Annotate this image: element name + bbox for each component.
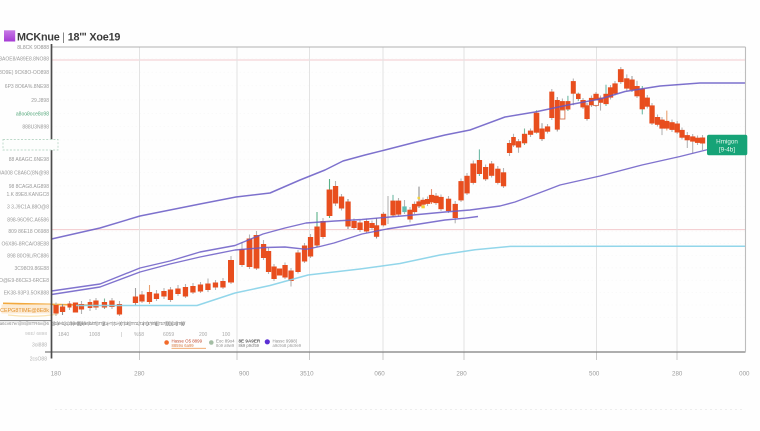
- svg-text:[9-4b]: [9-4b]: [719, 147, 735, 154]
- svg-text:3510: 3510: [300, 371, 314, 378]
- svg-text:2csO88: 2csO88: [30, 356, 47, 362]
- svg-text:98E/ 6898: 98E/ 6898: [25, 331, 47, 337]
- svg-text:500: 500: [589, 371, 600, 378]
- svg-text:O6X86-8RCA/O8E88: O6X86-8RCA/O8E88: [1, 241, 49, 247]
- svg-text:Eoc 89o4: Eoc 89o4: [216, 339, 235, 344]
- svg-text:8L8CK 9O888: 8L8CK 9O888: [17, 45, 49, 51]
- svg-text:Hassc 9998|: Hassc 9998|: [273, 339, 297, 344]
- svg-text:(|{l1fi)rl+tl1}}1[1f}lri[rlrr{: (|{l1fi)rl+tl1}}1[1f}lri[rlrr{l[lf|j}|fi…: [52, 321, 186, 326]
- svg-text:8859o 6a99: 8859o 6a99: [172, 343, 195, 348]
- svg-text:1.K 89E8.KANGC8: 1.K 89E8.KANGC8: [6, 192, 49, 198]
- svg-text:Hmigon: Hmigon: [716, 139, 738, 146]
- svg-text:29.J898: 29.J898: [31, 98, 49, 104]
- svg-text:|: |: [121, 332, 122, 338]
- svg-text:Hasse O5 8899: Hasse O5 8899: [172, 339, 203, 344]
- svg-text:EK38-93P3.5OK888: EK38-93P3.5OK888: [4, 290, 50, 296]
- svg-text:060: 060: [374, 371, 385, 378]
- svg-text:3Gov6CEPG8TIME@8E8k: 3Gov6CEPG8TIME@8E8k: [0, 308, 49, 314]
- svg-text:98 8CAG8.AG898: 98 8CAG8.AG898: [9, 184, 50, 190]
- svg-text:809 86E18 O6988: 809 86E18 O6988: [8, 229, 49, 235]
- svg-text:8o9 a9w9: 8o9 a9w9: [216, 343, 235, 348]
- svg-text:900: 900: [239, 371, 250, 378]
- svg-text:280: 280: [456, 371, 467, 378]
- svg-text:100: 100: [222, 332, 231, 338]
- svg-text:8E 9A9ER: 8E 9A9ER: [239, 339, 261, 344]
- svg-text:1008: 1008: [89, 332, 100, 338]
- svg-text:8a6cv67er@8@8TR6v@6: 8a6cv67er@8@8TR6v@6: [0, 321, 50, 326]
- svg-text:8/O@E9-86CE3-6RCE8: 8/O@E9-86CE3-6RCE8: [0, 278, 49, 284]
- svg-text:8O9E) 9CK8O-OO898: 8O9E) 9CK8O-OO898: [0, 70, 49, 76]
- svg-text:180: 180: [51, 371, 62, 378]
- svg-text:a8oo̴9oce8o98: a8oo̴9oce8o98: [16, 111, 49, 117]
- svg-text:6059: 6059: [163, 332, 174, 338]
- svg-text:898 80O9L/RC886: 898 80O9L/RC886: [7, 254, 49, 260]
- svg-text:280: 280: [672, 371, 683, 378]
- svg-text:200: 200: [199, 332, 208, 338]
- svg-text:3 3.J9C1A.88O@8: 3 3.J9C1A.88O@8: [7, 205, 49, 211]
- svg-text:8k9 p9cf59: 8k9 p9cf59: [239, 343, 260, 348]
- svg-text:3C98O9.86E88: 3C98O9.86E88: [15, 266, 50, 272]
- svg-text:88 A6AGC.6NE98: 88 A6AGC.6NE98: [9, 157, 50, 163]
- svg-text:6P3 8O6A%.8NE98: 6P3 8O6A%.8NE98: [5, 84, 49, 90]
- svg-text:MCKnue|18ʹʺ Xoe19: MCKnue | 18ʹʺ Xoe19: [17, 32, 120, 44]
- svg-text:000: 000: [739, 371, 750, 378]
- svg-text:898-96O9C.A6586: 898-96O9C.A6586: [7, 218, 49, 224]
- svg-text:%58: %58: [134, 332, 144, 338]
- svg-text:1840: 1840: [58, 332, 69, 338]
- svg-text:280: 280: [134, 371, 145, 378]
- svg-text:8AOE8/A89E8.8NO88: 8AOE8/A89E8.8NO88: [0, 56, 49, 62]
- svg-text:a9c9o8 p6c9e9: a9c9o8 p6c9e9: [273, 343, 302, 348]
- svg-text:3ol888: 3ol888: [32, 342, 47, 348]
- svg-text:C/A008 C8A6C(8N@98: C/A008 C8A6C(8N@98: [0, 170, 49, 176]
- svg-text:888U3N898: 888U3N898: [22, 125, 49, 131]
